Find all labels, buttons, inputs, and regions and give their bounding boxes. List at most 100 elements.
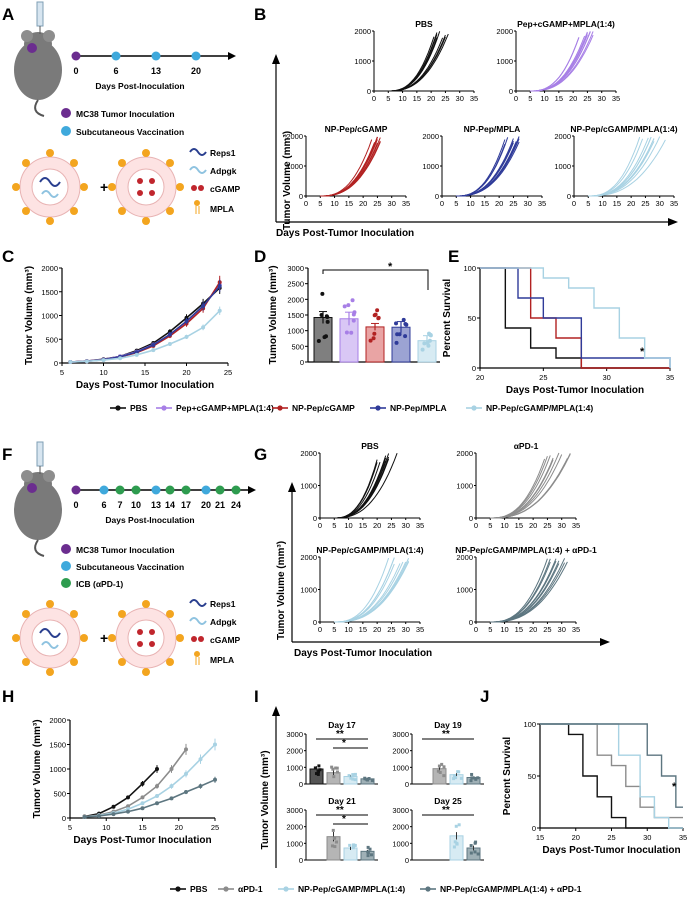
data-point (371, 336, 376, 341)
data-point (394, 340, 399, 345)
subplot-title: Day 25 (434, 796, 462, 806)
data-point (440, 762, 444, 766)
nanoparticle-left-icon (12, 149, 88, 225)
legend-label: PBS (130, 403, 148, 413)
data-point (167, 329, 172, 334)
legend-label: NP-Pep/cGAMP (292, 403, 355, 413)
timeline-day: 24 (231, 500, 241, 510)
y-tick-label: 2000 (300, 449, 317, 458)
x-tick-label: 25 (509, 199, 517, 208)
series-line (70, 284, 221, 363)
data-point (347, 774, 351, 778)
y-tick-label: 3000 (287, 264, 304, 273)
x-tick-label: 20 (182, 368, 190, 377)
legend-marker (425, 886, 431, 892)
data-point (369, 853, 373, 857)
x-tick-label: 5 (488, 521, 492, 530)
data-point (320, 291, 325, 296)
data-point (351, 312, 356, 317)
timeline-day: 21 (215, 500, 225, 510)
x-tick-label: 35 (402, 199, 410, 208)
series-line (480, 267, 671, 368)
legend-marker (115, 405, 121, 411)
y-tick-label: 0 (405, 856, 409, 865)
data-point (318, 768, 322, 772)
y-tick-label: 3000 (392, 806, 409, 815)
x-tick-label: 30 (602, 373, 610, 382)
x-tick-label: 35 (612, 94, 620, 103)
data-point (353, 772, 357, 776)
y-tick-label: 2500 (287, 280, 304, 289)
y-tick-label: 2000 (286, 747, 303, 756)
panel-label-h: H (2, 687, 14, 706)
tumor-trace-line (588, 141, 655, 197)
legend-marker (175, 886, 181, 892)
legend-marker (471, 405, 477, 411)
y-tick-label: 1500 (49, 741, 66, 750)
data-point (155, 793, 159, 798)
legend-vaccination: Subcutaneous Vaccination (76, 127, 184, 137)
series-line (480, 267, 671, 368)
np-legend-mpla: MPLA (210, 655, 234, 665)
tumor-trace-line (490, 455, 551, 519)
np-legend-adpgk: Adpgk (210, 617, 237, 627)
data-point (366, 850, 370, 854)
significance-mark: ** (336, 729, 344, 740)
nanoparticle-right-icon (108, 149, 184, 225)
subplot-title: Day 21 (328, 796, 356, 806)
data-point (469, 851, 473, 855)
x-tick-label: 25 (543, 521, 551, 530)
series-line (540, 723, 683, 808)
x-tick-label: 0 (474, 521, 478, 530)
data-point (334, 766, 338, 770)
timeline-day: 17 (181, 500, 191, 510)
tumor-trace-line (334, 557, 390, 623)
y-tick-label: 0 (509, 87, 513, 96)
data-point (422, 341, 427, 346)
x-tick-label: 10 (398, 94, 406, 103)
series-line (70, 285, 221, 363)
data-point (442, 765, 446, 769)
legend-icb: ICB (αPD-1) (76, 579, 123, 589)
subplot-title: NP-Pep/MPLA (464, 124, 521, 134)
subplot-title: NP-Pep/cGAMP/MPLA(1:4) (570, 124, 677, 134)
x-tick-label: 15 (613, 199, 621, 208)
tumor-trace-line (388, 31, 441, 92)
x-tick-label: 30 (524, 199, 532, 208)
data-point (375, 308, 380, 313)
tumor-trace-line (334, 561, 410, 623)
y-tick-label: 1000 (300, 586, 317, 595)
x-tick-label: 0 (318, 625, 322, 634)
data-point (438, 770, 442, 774)
x-tick-label: 15 (138, 823, 146, 832)
data-point (474, 777, 478, 781)
y-tick-label: 0 (299, 192, 303, 201)
y-axis-label: Tumor Volume (mm³) (24, 266, 35, 365)
data-point (335, 770, 339, 774)
significance-mark: ** (442, 729, 450, 740)
data-point (151, 342, 156, 347)
y-tick-label: 1000 (496, 57, 513, 66)
data-point (201, 325, 206, 330)
y-tick-label: 3000 (392, 730, 409, 739)
x-tick-label: 25 (641, 199, 649, 208)
data-point (313, 766, 317, 770)
x-tick-label: 25 (583, 94, 591, 103)
x-tick-label: 20 (175, 823, 183, 832)
tumor-trace-line (530, 37, 580, 92)
syringe-icon (36, 441, 44, 474)
y-axis-label: Tumor Volume (mm³) (32, 719, 43, 818)
tumor-trace-line (490, 561, 551, 623)
x-tick-label: 25 (441, 94, 449, 103)
x-tick-label: 25 (224, 368, 232, 377)
timeline-dot (215, 485, 225, 495)
significance-mark: * (342, 738, 346, 749)
x-tick-label: 30 (402, 625, 410, 634)
y-tick-label: 500 (45, 335, 58, 344)
timeline-dot (71, 51, 81, 61)
data-point (394, 321, 399, 326)
data-point (151, 348, 156, 353)
g-x-label: Days Post-Tumor Inoculation (294, 648, 432, 659)
legend-label: NP-Pep/cGAMP/MPLA(1:4) (486, 403, 593, 413)
legend-marker (161, 405, 167, 411)
